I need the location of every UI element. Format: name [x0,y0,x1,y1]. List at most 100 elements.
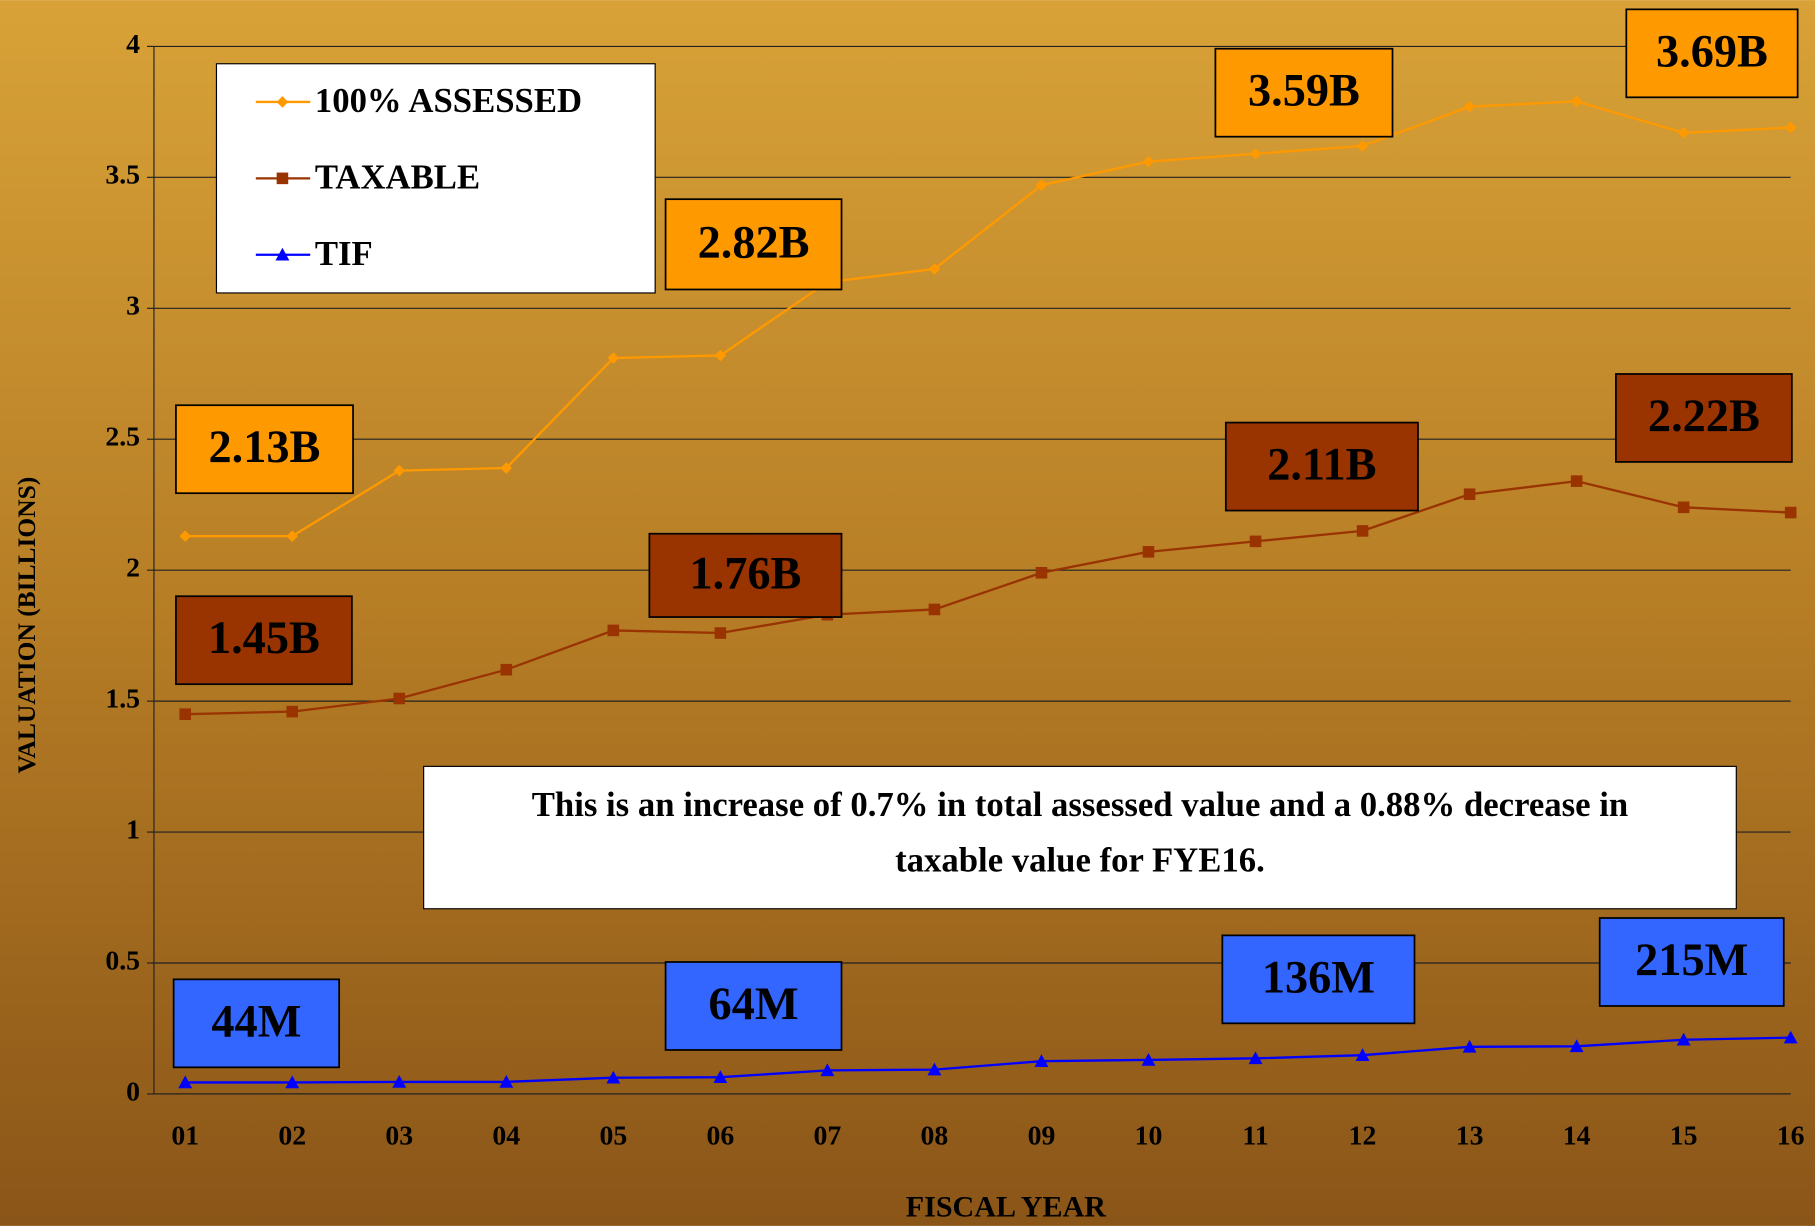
series-line [185,479,1791,716]
point [607,624,620,637]
point [1356,140,1369,152]
annotation: This is an increase of 0.7% in total ass… [531,786,1629,880]
data-label: 1.76B [689,548,801,599]
x-tick-label: 06 [706,1120,734,1151]
label-box [175,595,353,686]
y-tick-label: 2 [126,553,140,584]
y-tick-label: 4 [126,29,140,60]
data-label: 1.45B [208,613,320,664]
label-box [1625,8,1799,99]
label-box [172,978,341,1069]
x-tick-label: 09 [1028,1120,1056,1151]
x-tick-label: 10 [1135,1120,1163,1151]
point [286,705,299,718]
y-axis-title: VALUATION (BILLIONS) [12,477,41,774]
point [179,708,191,720]
point [499,1074,514,1088]
y-tick-label: 1.5 [105,683,140,714]
legend-marker [275,247,290,261]
x-tick-label: 16 [1777,1120,1805,1151]
x-tick-label: 08 [921,1120,949,1151]
point [1141,1052,1156,1066]
y-tick-label: 2.5 [105,422,140,453]
point [1784,506,1797,519]
point [713,1070,728,1083]
point [1035,567,1048,579]
label-box [175,404,354,495]
annotation-box [423,765,1737,910]
y-tick-label: 3.5 [105,160,140,191]
point [285,1075,300,1089]
label-box [1598,917,1785,1007]
data-label: 2.22B [1648,391,1760,442]
point [928,603,941,616]
series-line [185,1036,1791,1084]
point [1249,147,1262,160]
point [1783,1030,1798,1044]
x-tick-label: 05 [599,1120,627,1151]
point [1356,525,1369,537]
point [1355,1048,1370,1061]
x-tick-label: 14 [1563,1120,1591,1151]
data-label: 136M [1262,952,1375,1003]
point [1463,488,1476,501]
y-tick-label: 1 [126,814,140,845]
x-tick-label: 11 [1242,1120,1268,1151]
point [714,627,727,639]
point [1569,1039,1584,1053]
legend-marker [276,96,289,108]
point [500,663,513,676]
legend-marker [276,172,289,185]
data-label: 2.82B [698,217,810,268]
label-box [1214,47,1394,138]
data-label: 2.11B [1267,440,1376,491]
point [927,1062,942,1076]
point [178,1075,193,1089]
data-label: 44M [211,996,301,1047]
point [1142,155,1155,168]
y-tick-label: 3 [126,291,140,322]
data-label: 3.69B [1656,26,1768,77]
x-tick-label: 02 [278,1120,306,1151]
y-tick-label: 0.5 [105,945,140,976]
label-box [648,532,843,618]
data-label: 2.13B [209,422,321,473]
point [1463,100,1476,113]
point [1462,1039,1477,1053]
x-tick-label: 03 [385,1120,413,1151]
x-tick-label: 12 [1349,1120,1377,1151]
data-label: 64M [709,979,799,1030]
x-tick-label: 01 [171,1120,199,1151]
series-line [185,100,1791,538]
point [392,1074,407,1088]
x-tick-label: 13 [1456,1120,1484,1151]
legend-label: 100% ASSESSED [315,81,582,120]
label-box [664,198,843,291]
label-box [1224,421,1419,512]
data-label: 215M [1635,935,1748,986]
point [820,1063,835,1077]
y-tick-label: 0 [126,1076,140,1107]
label-box [1221,934,1416,1025]
legend-label: TAXABLE [315,158,480,197]
x-tick-label: 04 [492,1120,520,1151]
x-tick-label: 07 [814,1120,842,1151]
label-box [1615,373,1793,463]
point [1570,95,1583,108]
point [1249,535,1262,548]
legend-label: TIF [315,234,373,273]
data-label: 3.59B [1248,66,1360,117]
point [606,1070,621,1084]
point [1570,475,1583,487]
annotation-text: This is an increase of 0.7% in total ass… [531,786,1629,880]
point [607,352,620,364]
point [1677,501,1690,514]
label-box [664,961,843,1051]
x-tick-label: 15 [1670,1120,1698,1151]
point [393,692,406,705]
point [714,349,727,362]
x-axis-title: FISCAL YEAR [906,1190,1107,1224]
point [1034,1054,1049,1068]
point [1142,546,1155,558]
